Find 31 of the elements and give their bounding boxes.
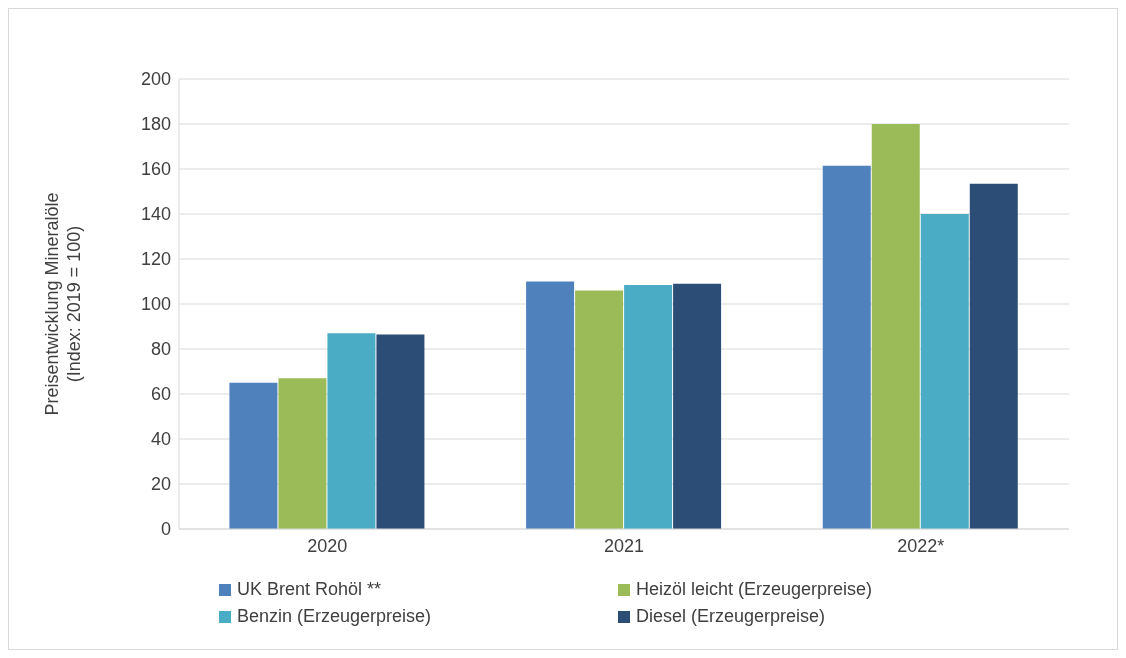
bar — [673, 283, 722, 529]
x-tick-label: 2020 — [307, 535, 348, 556]
y-tick-label: 120 — [140, 249, 171, 270]
y-axis-title: Preisentwicklung Mineralöle (Index: 2019 = 100) — [42, 192, 84, 416]
bar — [822, 165, 871, 529]
x-tick-label: 2021 — [603, 535, 645, 556]
bar — [624, 284, 673, 529]
bar — [575, 290, 624, 529]
y-tick-label: 100 — [140, 294, 171, 315]
y-tick-label: 180 — [140, 114, 171, 135]
x-tick-label: 2022* — [897, 535, 945, 556]
legend-label: UK Brent Rohöl ** — [237, 579, 382, 600]
bar — [376, 334, 425, 529]
bar — [229, 382, 278, 529]
y-tick-label: 60 — [150, 384, 171, 405]
y-tick-label: 20 — [150, 474, 171, 495]
y-tick-label: 160 — [140, 159, 171, 180]
bar — [278, 378, 327, 529]
y-tick-label: 80 — [150, 339, 171, 360]
y-tick-label: 140 — [140, 204, 171, 225]
y-tick-label: 0 — [160, 519, 171, 540]
bar — [327, 333, 376, 529]
bar — [871, 124, 920, 529]
bar — [969, 183, 1018, 529]
y-tick-label: 200 — [140, 69, 171, 90]
y-tick-label: 40 — [150, 429, 171, 450]
bar — [526, 281, 575, 529]
legend-label: Heizöl leicht (Erzeugerpreise) — [636, 579, 873, 600]
bar — [920, 214, 969, 529]
legend-label: Diesel (Erzeugerpreise) — [636, 606, 826, 627]
legend-label: Benzin (Erzeugerpreise) — [237, 606, 432, 627]
